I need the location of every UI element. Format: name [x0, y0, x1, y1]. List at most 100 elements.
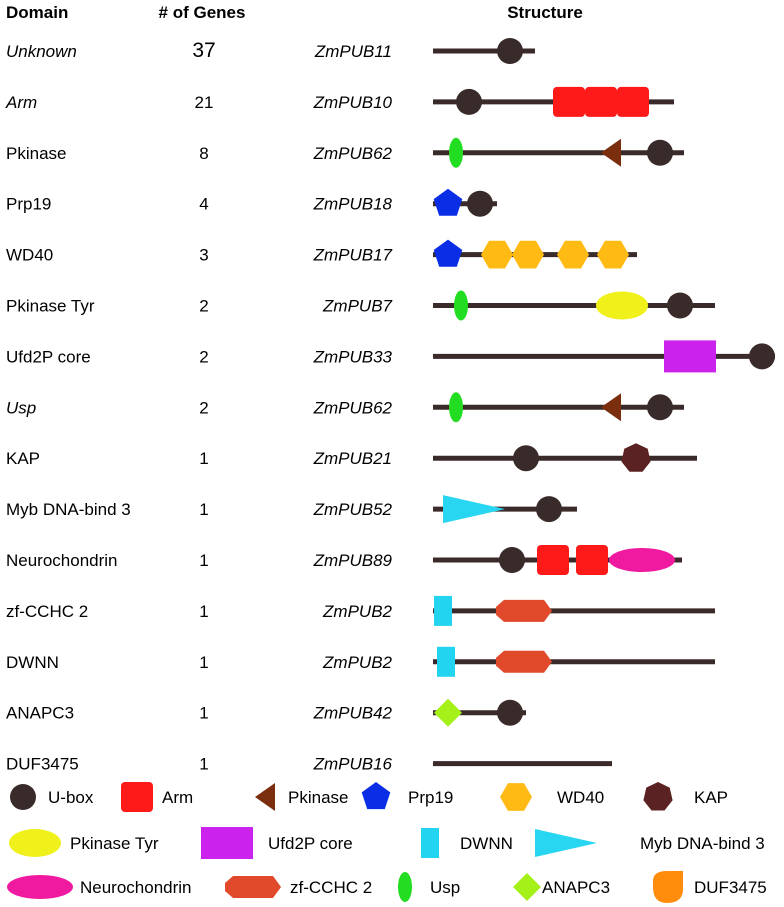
domain-name: ANAPC3: [6, 704, 74, 723]
gene-name: ZmPUB2: [322, 653, 393, 672]
legend-item: DWNN: [421, 828, 513, 858]
gene-count: 2: [199, 398, 208, 417]
gene-row: Prp19 4 ZmPUB18: [6, 188, 497, 217]
domain-name: Pkinase: [6, 144, 66, 163]
gene-name: ZmPUB21: [313, 449, 392, 468]
u-box-domain: [467, 190, 493, 217]
pkinase-domain: [601, 138, 621, 167]
gene-row: Neurochondrin 1 ZmPUB89: [6, 545, 682, 575]
arm-domain: [576, 545, 608, 575]
gene-count: 1: [199, 449, 208, 468]
wd40-domain: [500, 783, 532, 811]
duf3475-domain: [653, 871, 683, 903]
domain-name: DUF3475: [6, 755, 79, 774]
usp-domain: [449, 137, 463, 168]
gene-count: 8: [199, 144, 208, 163]
domain-name: Prp19: [6, 195, 51, 214]
wd40-domain: [557, 240, 589, 269]
gene-name: ZmPUB2: [322, 602, 393, 621]
legend-item: Ufd2P core: [201, 827, 353, 859]
arm-domain: [537, 545, 569, 575]
domain-name: Pkinase Tyr: [6, 297, 95, 316]
prp19-domain: [433, 188, 463, 216]
legend-item: Usp: [398, 872, 460, 902]
domain-name: WD40: [6, 246, 53, 265]
arm-domain: [121, 782, 153, 812]
header-gene-count: # of Genes: [159, 3, 246, 22]
neurochondrin-domain: [609, 548, 675, 572]
pkinase-domain: [601, 393, 621, 422]
anapc3-domain: [513, 873, 541, 901]
legend-label: WD40: [557, 788, 604, 807]
kap-domain: [643, 782, 673, 811]
gene-row: KAP 1 ZmPUB21: [6, 443, 697, 472]
gene-count: 2: [199, 347, 208, 366]
gene-count: 2: [199, 297, 208, 316]
gene-name: ZmPUB33: [313, 347, 393, 366]
legend-item: zf-CCHC 2: [225, 876, 372, 898]
gene-name: ZmPUB42: [313, 704, 393, 723]
gene-name: ZmPUB18: [313, 195, 393, 214]
gene-name: ZmPUB17: [313, 246, 393, 265]
gene-row: Ufd2P core 2 ZmPUB33: [6, 340, 775, 373]
legend-item: WD40: [500, 783, 604, 811]
legend-label: Myb DNA-bind 3: [640, 834, 765, 853]
arm-domain: [585, 86, 617, 117]
legend-label: Prp19: [408, 788, 453, 807]
zf-cchc-2-domain: [496, 650, 552, 673]
gene-count: 1: [199, 602, 208, 621]
zf-cchc-2-domain: [225, 876, 281, 898]
wd40-domain: [512, 240, 544, 269]
kap-domain: [621, 443, 651, 472]
gene-name: ZmPUB11: [314, 42, 392, 61]
u-box-domain: [749, 343, 775, 370]
gene-name: ZmPUB62: [313, 398, 393, 417]
usp-domain: [449, 392, 463, 423]
u-box-domain: [497, 38, 523, 64]
header-structure: Structure: [507, 3, 583, 22]
domain-name: zf-CCHC 2: [6, 602, 88, 621]
domain-name: Myb DNA-bind 3: [6, 500, 131, 519]
legend-item: Pkinase: [255, 783, 348, 811]
gene-row: DWNN 1 ZmPUB2: [6, 646, 715, 677]
pkinase-tyr-domain: [596, 291, 648, 320]
domain-name: Arm: [5, 93, 37, 112]
u-box-domain: [647, 139, 673, 166]
legend-label: ANAPC3: [542, 878, 610, 897]
gene-name: ZmPUB16: [313, 755, 393, 774]
gene-count: 1: [199, 551, 208, 570]
neurochondrin-domain: [7, 875, 73, 899]
arm-domain: [553, 86, 585, 117]
pkinase-tyr-domain: [9, 829, 61, 857]
gene-row: DUF3475 1 ZmPUB16: [6, 755, 612, 774]
wd40-domain: [597, 240, 629, 269]
dwnn-domain: [421, 828, 439, 858]
legend-item: U-box: [10, 784, 94, 810]
myb-dna-bind-3-domain: [443, 495, 505, 524]
legend-label: DWNN: [460, 834, 513, 853]
legend-label: Pkinase Tyr: [70, 834, 159, 853]
legend-label: KAP: [694, 788, 728, 807]
legend-label: zf-CCHC 2: [290, 878, 372, 897]
gene-count: 1: [199, 653, 208, 672]
myb-dna-bind-3-domain: [535, 829, 597, 857]
gene-name: ZmPUB89: [313, 551, 393, 570]
pkinase-domain: [255, 783, 275, 811]
u-box-domain: [513, 445, 539, 472]
gene-row: zf-CCHC 2 1 ZmPUB2: [6, 595, 715, 626]
legend-label: DUF3475: [694, 878, 767, 897]
wd40-domain: [481, 240, 513, 269]
dwnn-domain: [434, 595, 452, 626]
usp-domain: [398, 872, 412, 902]
dwnn-domain: [437, 646, 455, 677]
domain-name: Usp: [6, 398, 36, 417]
legend-label: Arm: [162, 788, 193, 807]
domain-name: DWNN: [6, 653, 59, 672]
legend-label: Ufd2P core: [268, 834, 353, 853]
gene-count: 37: [192, 39, 215, 62]
legend-item: Arm: [121, 782, 193, 812]
domain-name: Ufd2P core: [6, 347, 91, 366]
prp19-domain: [361, 782, 391, 810]
legend-label: Pkinase: [288, 788, 348, 807]
gene-count: 4: [199, 195, 208, 214]
